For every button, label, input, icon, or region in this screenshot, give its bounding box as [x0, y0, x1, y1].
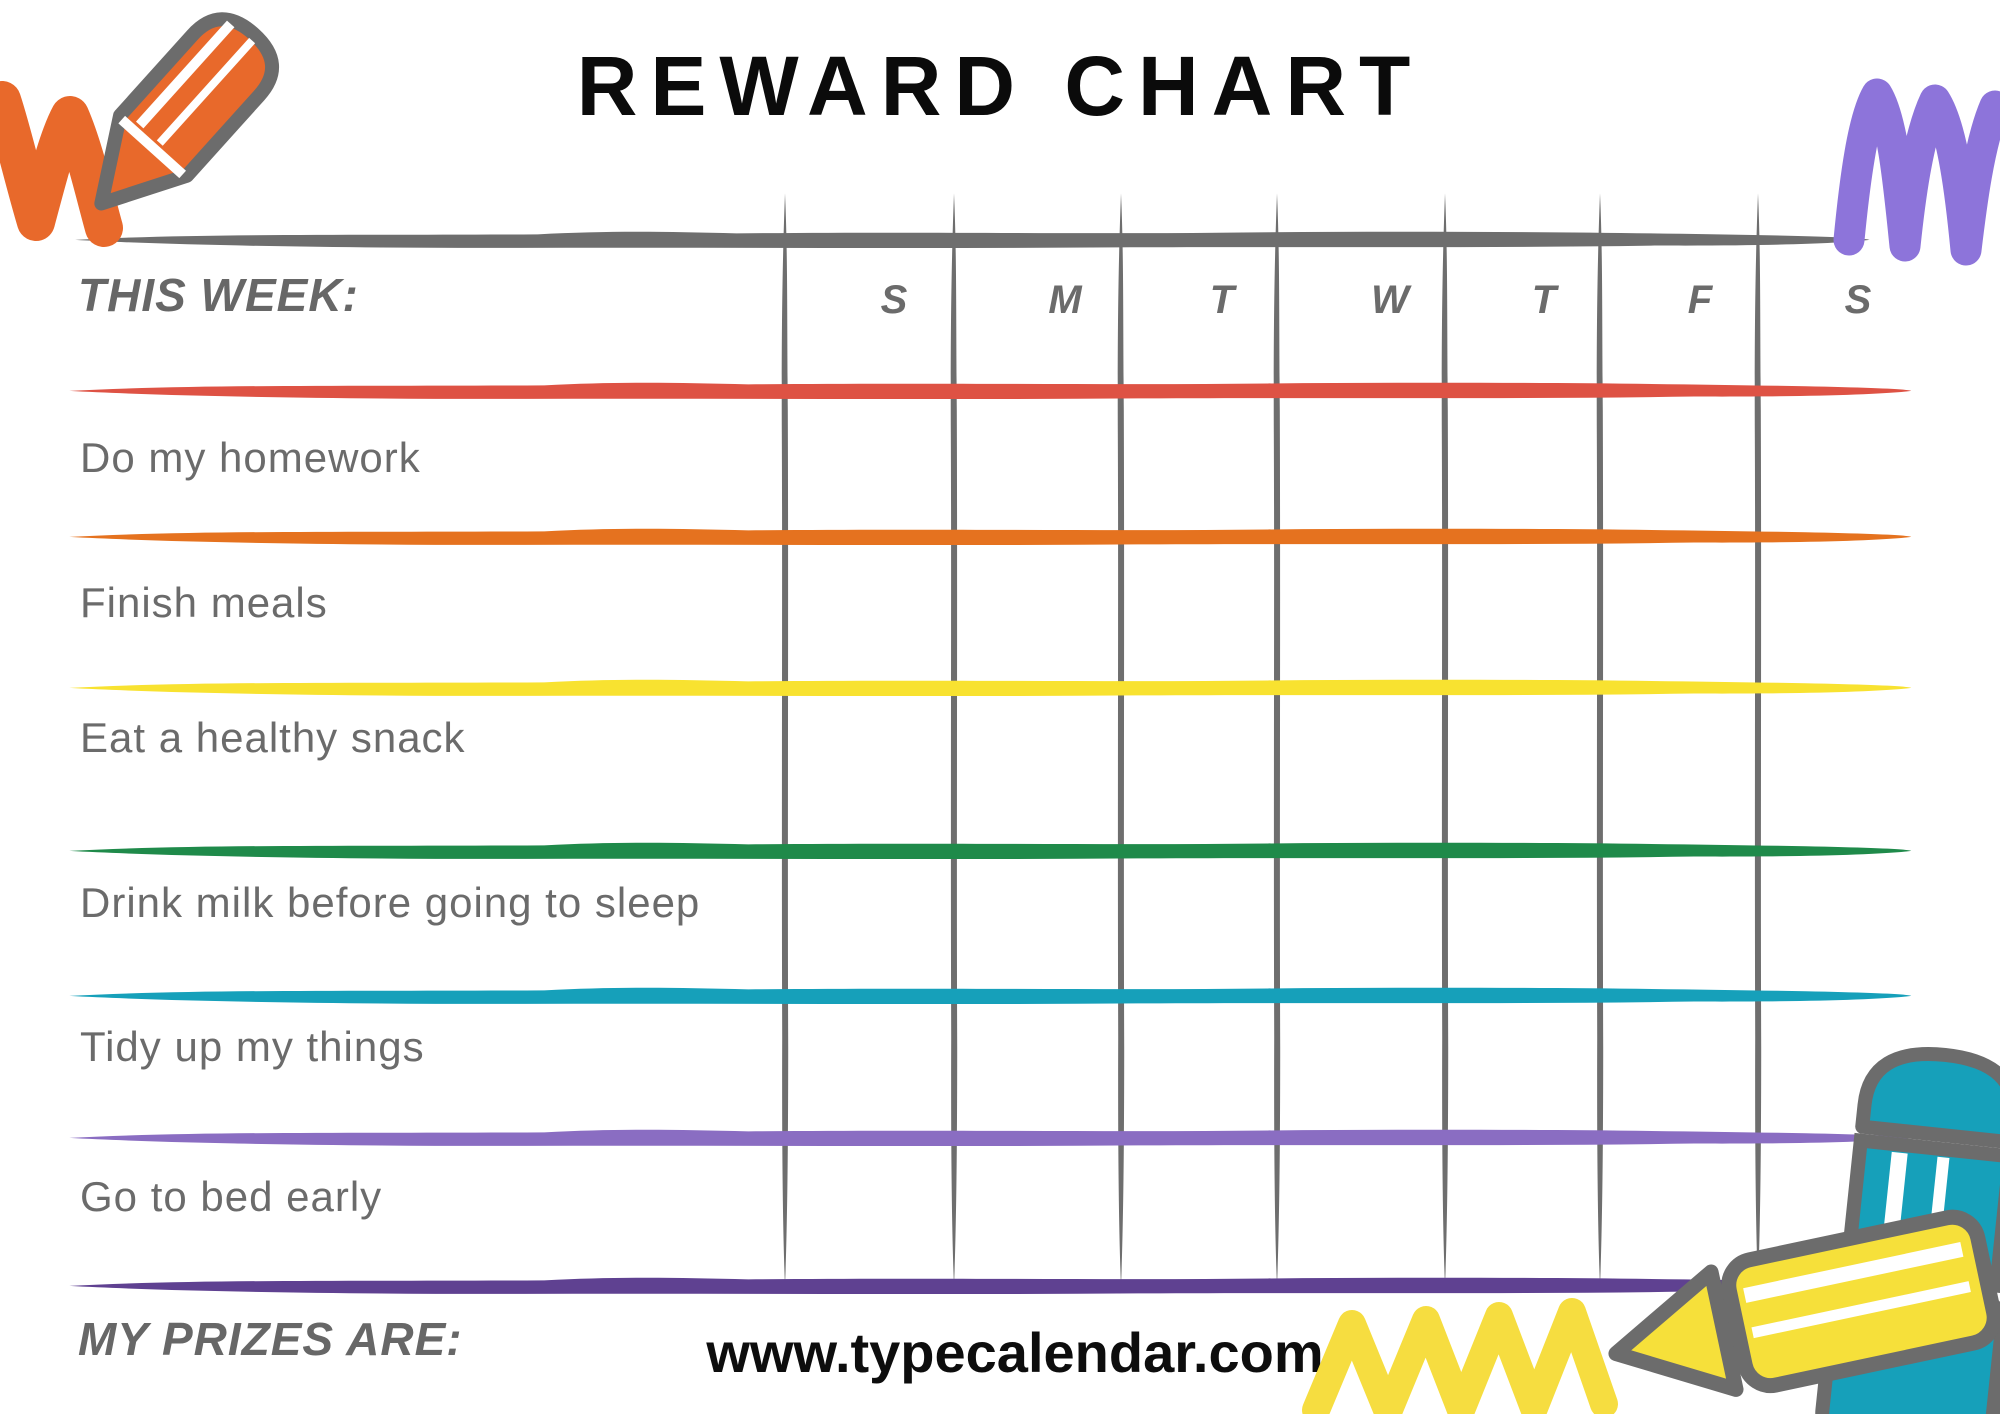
day-header-friday: F [1687, 278, 1713, 322]
this-week-label: THIS WEEK: [78, 269, 359, 321]
purple-scribble [1833, 78, 2000, 266]
day-header-saturday: S [1844, 278, 1872, 322]
day-header-monday: M [1048, 278, 1082, 322]
my-prizes-label: MY PRIZES ARE: [78, 1313, 463, 1365]
task-row-line [69, 987, 1912, 1005]
task-label-milk: Drink milk before going to sleep [80, 879, 701, 926]
task-label-tidy: Tidy up my things [80, 1023, 425, 1070]
task-row-line [69, 1129, 1912, 1147]
website-url: www.typecalendar.com [706, 1321, 1324, 1384]
orange-crayon-illustration [0, 12, 280, 247]
task-row-line [69, 842, 1912, 860]
day-header-thursday: T [1531, 278, 1557, 322]
day-header-tuesday: T [1209, 278, 1235, 322]
task-label-homework: Do my homework [80, 434, 421, 481]
day-header-wednesday: W [1371, 278, 1409, 322]
task-row-line [69, 528, 1912, 546]
orange-scribble [0, 81, 123, 247]
task-label-bed: Go to bed early [80, 1173, 383, 1220]
grid-top-line [75, 231, 1870, 249]
task-label-snack: Eat a healthy snack [80, 714, 466, 761]
yellow-crayon-illustration [1608, 1209, 2000, 1397]
task-label-meals: Finish meals [80, 579, 328, 626]
day-header-sunday: S [880, 278, 908, 322]
yellow-scribble [1302, 1298, 1618, 1414]
page-title: REWARD CHART [576, 39, 1424, 133]
task-row-line [69, 679, 1912, 697]
task-row-line [69, 382, 1912, 400]
